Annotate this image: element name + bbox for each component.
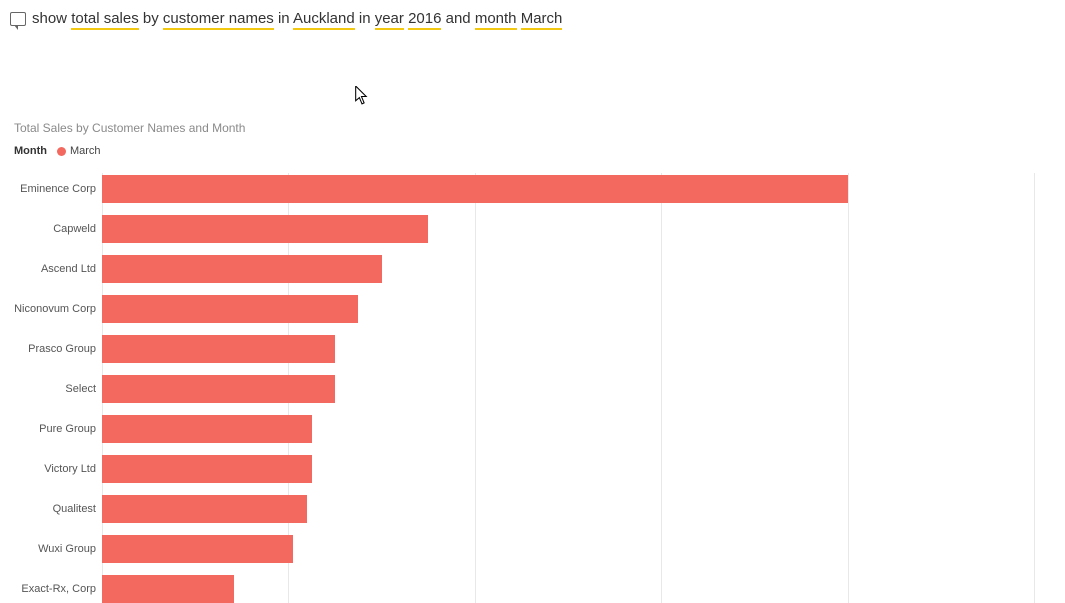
y-axis-label: Pure Group: [14, 423, 96, 435]
query-token[interactable]: Auckland: [293, 10, 355, 30]
bar[interactable]: [102, 295, 358, 323]
chart-plot: Eminence Corp Capweld Ascend Ltd Niconovum …: [14, 173, 1034, 603]
y-axis-label: Qualitest: [14, 503, 96, 515]
y-axis-label: Eminence Corp: [14, 183, 96, 195]
query-token[interactable]: customer names: [163, 10, 274, 30]
y-axis-label: Wuxi Group: [14, 543, 96, 555]
y-axis-label: Exact-Rx, Corp: [14, 583, 96, 595]
query-token[interactable]: March: [521, 10, 563, 30]
bar[interactable]: [102, 535, 293, 563]
legend-field-label: Month: [14, 145, 47, 157]
legend: Month March: [14, 145, 1065, 157]
bar[interactable]: [102, 495, 307, 523]
query-token[interactable]: month: [475, 10, 517, 30]
gridline: [1034, 173, 1035, 603]
y-axis-label: Capweld: [14, 223, 96, 235]
chart-title: Total Sales by Customer Names and Month: [14, 121, 1065, 135]
y-axis-label: Select: [14, 383, 96, 395]
y-axis-label: Niconovum Corp: [14, 303, 96, 315]
gridline: [661, 173, 662, 603]
legend-item[interactable]: March: [57, 145, 101, 157]
query-bar[interactable]: show total sales by customer names in Au…: [0, 0, 1065, 33]
gridline: [848, 173, 849, 603]
bar-area: [102, 173, 1034, 603]
y-axis-label: Ascend Ltd: [14, 263, 96, 275]
bar[interactable]: [102, 415, 312, 443]
chat-icon: [10, 12, 26, 26]
bar[interactable]: [102, 335, 335, 363]
bar[interactable]: [102, 455, 312, 483]
bar[interactable]: [102, 175, 848, 203]
bar[interactable]: [102, 255, 382, 283]
bar[interactable]: [102, 215, 428, 243]
gridline: [475, 173, 476, 603]
mouse-cursor-icon: [355, 86, 369, 111]
query-token[interactable]: total sales: [71, 10, 139, 30]
query-token[interactable]: year: [375, 10, 404, 30]
bar[interactable]: [102, 375, 335, 403]
y-axis-label: Victory Ltd: [14, 463, 96, 475]
bar[interactable]: [102, 575, 234, 603]
legend-dot-icon: [57, 147, 66, 156]
legend-item-label: March: [70, 145, 101, 157]
query-text[interactable]: show total sales by customer names in Au…: [32, 10, 562, 27]
query-token[interactable]: 2016: [408, 10, 441, 30]
y-axis-label: Prasco Group: [14, 343, 96, 355]
